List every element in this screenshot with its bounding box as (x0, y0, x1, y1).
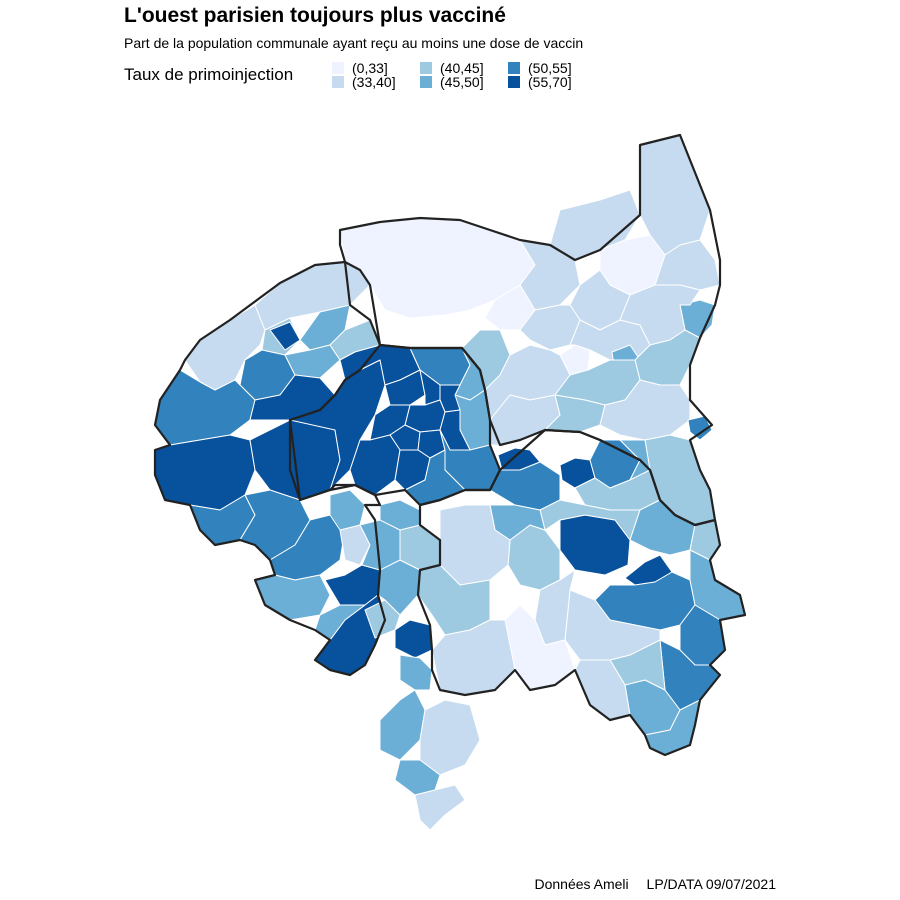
legend-swatch (420, 62, 432, 74)
source-note: Données Ameli (534, 876, 629, 892)
chart-title: L'ouest parisien toujours plus vacciné (124, 4, 506, 27)
credit-note: LP/DATA 09/07/2021 (646, 876, 776, 892)
legend-label: (50,55] (528, 60, 572, 76)
outline-seine-saint-denis (338, 133, 722, 527)
legend: Taux de primoinjection (0,33] (33,40] (4… (124, 60, 604, 92)
commune-tail-c4-1 (379, 689, 426, 761)
commune-e-c3-2 (599, 379, 691, 441)
commune-sw-dark-1 (324, 564, 381, 606)
legend-item-40-45: (40,45] (420, 60, 484, 76)
legend-item-33-40: (33,40] (332, 74, 396, 90)
legend-item-55-70: (55,70] (508, 74, 572, 90)
commune-ne-c2-8 (619, 284, 701, 346)
outline-hauts-de-seine (153, 260, 387, 677)
legend-item-45-50: (45,50] (420, 74, 484, 90)
legend-swatch (332, 62, 344, 74)
legend-swatch (420, 76, 432, 88)
legend-label: (45,50] (440, 74, 484, 90)
legend-item-50-55: (50,55] (508, 60, 572, 76)
commune-tail-c2-1 (419, 699, 481, 776)
commune-e-c5-1 (687, 415, 713, 441)
legend-label: (33,40] (352, 74, 396, 90)
commune-tail-c4-2 (399, 654, 433, 691)
legend-title: Taux de primoinjection (124, 65, 294, 84)
legend-swatch (508, 62, 520, 74)
chart-subtitle: Part de la population communale ayant re… (124, 35, 584, 51)
commune-s-c3-2 (399, 524, 441, 571)
footer: Données Ameli LP/DATA 09/07/2021 (520, 876, 776, 892)
outline-val-de-marne (416, 428, 747, 757)
legend-swatch (332, 76, 344, 88)
legend-label: (40,45] (440, 60, 484, 76)
legend-label: (0,33] (352, 60, 388, 76)
legend-item-0-33: (0,33] (332, 60, 388, 76)
legend-swatch (508, 76, 520, 88)
commune-nw-north (254, 261, 371, 331)
choropleth-map (153, 133, 747, 831)
commune-s-dark-3 (394, 619, 433, 659)
commune-se-c2-1 (564, 589, 661, 661)
commune-tail-c2-2 (414, 784, 466, 831)
legend-label: (55,70] (528, 74, 572, 90)
paris-centre (404, 399, 446, 433)
commune-w-c4-1 (254, 574, 331, 621)
commune-s-c3-1 (364, 599, 401, 639)
